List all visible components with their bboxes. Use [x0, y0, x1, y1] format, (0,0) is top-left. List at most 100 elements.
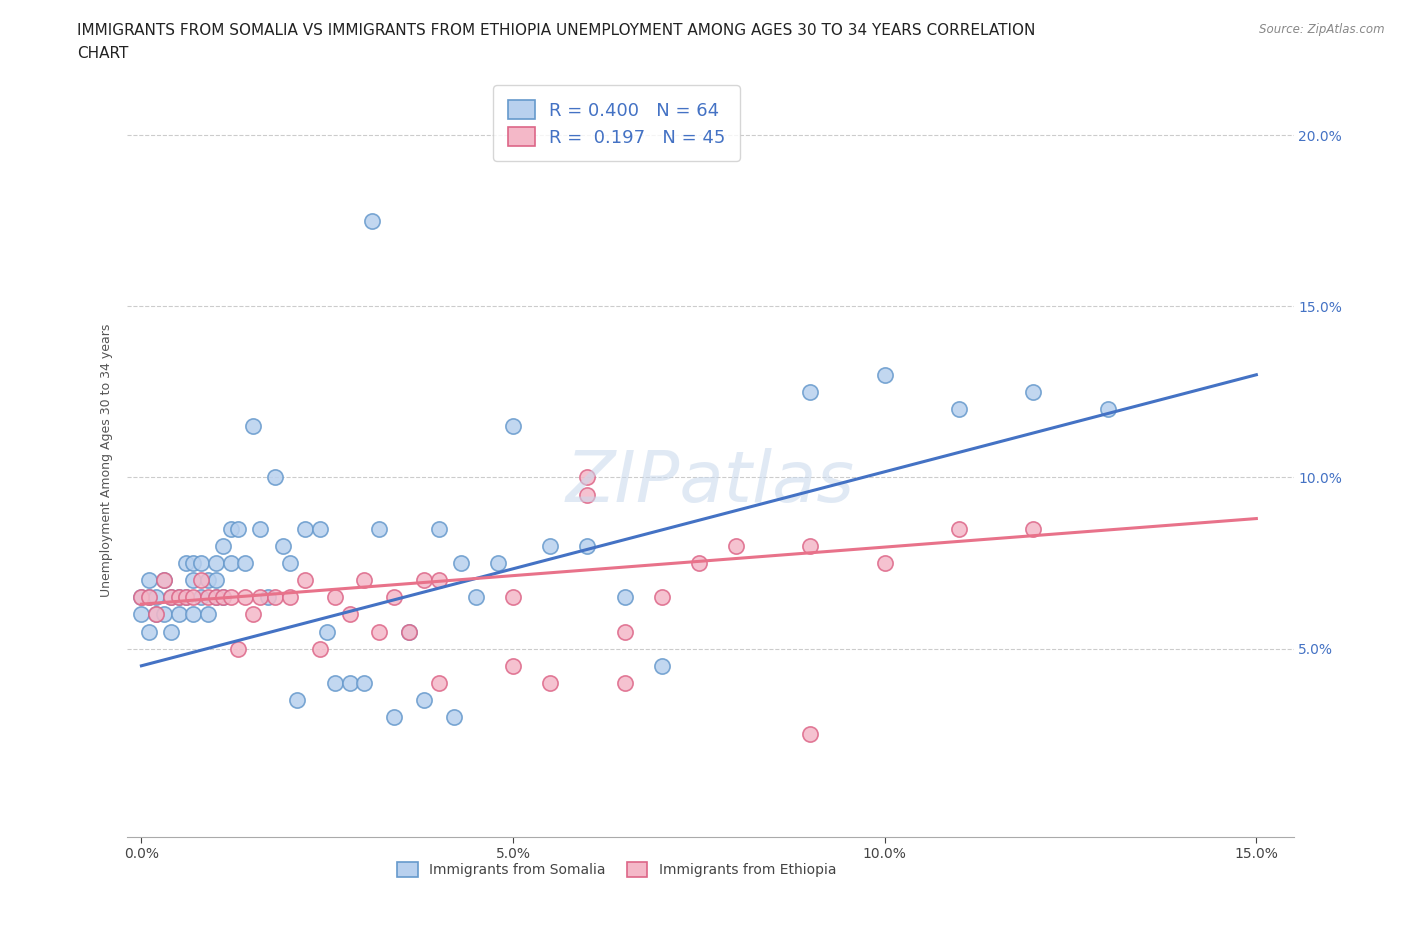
Point	[316, 624, 339, 639]
Point	[613, 590, 636, 604]
Point	[799, 727, 821, 742]
Point	[183, 555, 205, 570]
Point	[219, 590, 242, 604]
Point	[576, 470, 599, 485]
Point	[271, 538, 294, 553]
Point	[226, 642, 249, 657]
Point	[138, 590, 160, 604]
Legend: Immigrants from Somalia, Immigrants from Ethiopia: Immigrants from Somalia, Immigrants from…	[392, 857, 842, 883]
Point	[138, 624, 160, 639]
Point	[256, 590, 278, 604]
Point	[235, 555, 257, 570]
Point	[427, 675, 450, 690]
Text: Source: ZipAtlas.com: Source: ZipAtlas.com	[1260, 23, 1385, 36]
Point	[219, 522, 242, 537]
Point	[450, 555, 472, 570]
Point	[226, 522, 249, 537]
Point	[688, 555, 710, 570]
Point	[204, 555, 226, 570]
Point	[799, 538, 821, 553]
Point	[160, 590, 183, 604]
Point	[197, 590, 219, 604]
Point	[382, 710, 405, 724]
Point	[204, 590, 226, 604]
Point	[235, 590, 257, 604]
Point	[174, 590, 197, 604]
Point	[287, 693, 309, 708]
Point	[190, 573, 212, 588]
Point	[353, 675, 375, 690]
Point	[174, 590, 197, 604]
Point	[138, 573, 160, 588]
Point	[294, 573, 316, 588]
Text: CHART: CHART	[77, 46, 129, 61]
Point	[219, 555, 242, 570]
Point	[538, 675, 561, 690]
Point	[212, 590, 235, 604]
Point	[502, 590, 524, 604]
Point	[160, 624, 183, 639]
Point	[190, 555, 212, 570]
Point	[308, 522, 330, 537]
Point	[212, 590, 235, 604]
Point	[183, 607, 205, 622]
Point	[145, 607, 167, 622]
Point	[294, 522, 316, 537]
Point	[725, 538, 748, 553]
Point	[1022, 384, 1045, 399]
Point	[1022, 522, 1045, 537]
Point	[502, 418, 524, 433]
Point	[464, 590, 486, 604]
Point	[398, 624, 420, 639]
Point	[249, 590, 271, 604]
Point	[183, 573, 205, 588]
Point	[353, 573, 375, 588]
Point	[502, 658, 524, 673]
Point	[242, 418, 264, 433]
Point	[152, 573, 174, 588]
Point	[242, 607, 264, 622]
Point	[339, 675, 361, 690]
Point	[360, 213, 382, 228]
Point	[138, 590, 160, 604]
Point	[948, 522, 970, 537]
Text: IMMIGRANTS FROM SOMALIA VS IMMIGRANTS FROM ETHIOPIA UNEMPLOYMENT AMONG AGES 30 T: IMMIGRANTS FROM SOMALIA VS IMMIGRANTS FR…	[77, 23, 1036, 38]
Point	[160, 590, 183, 604]
Point	[278, 555, 301, 570]
Point	[308, 642, 330, 657]
Point	[323, 590, 346, 604]
Point	[197, 573, 219, 588]
Point	[873, 555, 896, 570]
Point	[427, 573, 450, 588]
Point	[368, 522, 391, 537]
Point	[167, 607, 190, 622]
Point	[197, 607, 219, 622]
Point	[613, 624, 636, 639]
Point	[152, 607, 174, 622]
Point	[167, 590, 190, 604]
Point	[264, 470, 287, 485]
Point	[167, 590, 190, 604]
Point	[799, 384, 821, 399]
Point	[443, 710, 465, 724]
Point	[651, 590, 673, 604]
Point	[131, 590, 153, 604]
Point	[576, 538, 599, 553]
Point	[576, 487, 599, 502]
Point	[264, 590, 287, 604]
Point	[398, 624, 420, 639]
Point	[412, 573, 434, 588]
Point	[486, 555, 509, 570]
Point	[131, 607, 153, 622]
Y-axis label: Unemployment Among Ages 30 to 34 years: Unemployment Among Ages 30 to 34 years	[100, 324, 114, 597]
Point	[651, 658, 673, 673]
Point	[278, 590, 301, 604]
Point	[145, 607, 167, 622]
Point	[131, 590, 153, 604]
Point	[368, 624, 391, 639]
Point	[323, 675, 346, 690]
Point	[204, 590, 226, 604]
Point	[152, 573, 174, 588]
Point	[145, 590, 167, 604]
Point	[382, 590, 405, 604]
